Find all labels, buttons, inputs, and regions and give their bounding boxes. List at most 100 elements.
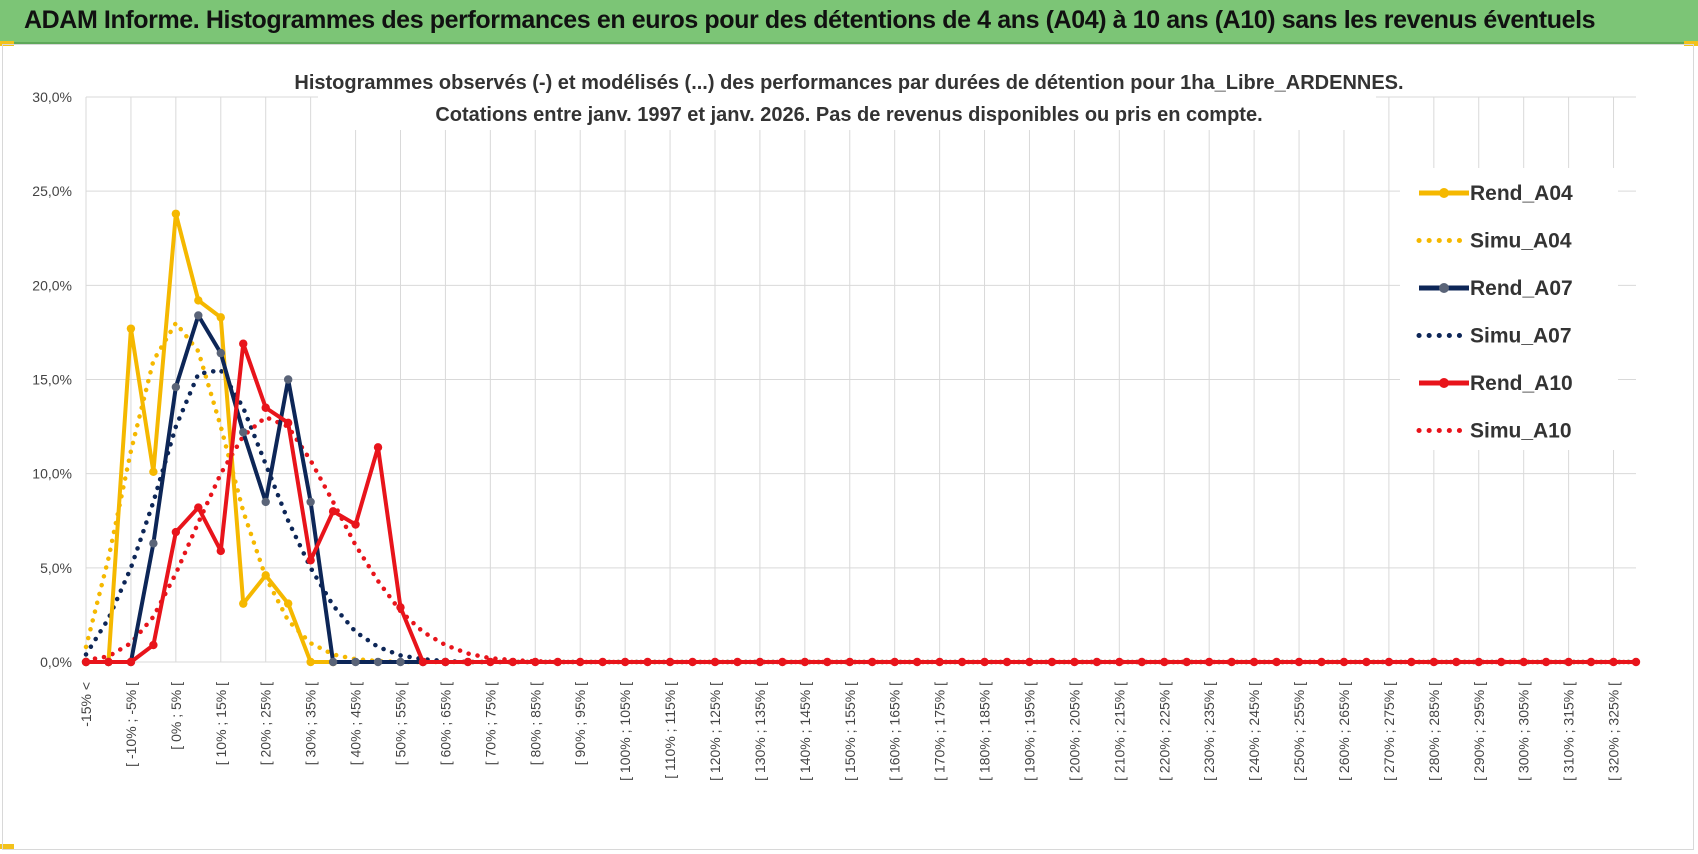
- data-point-rend-a10: [755, 657, 765, 667]
- data-point-rend-a10: [1137, 657, 1146, 667]
- data-point-rend-a10: [890, 657, 899, 667]
- data-point-rend-a10: [1339, 657, 1349, 667]
- data-point-rend-a10: [1025, 657, 1034, 667]
- x-tick-label: [ 140% ; 145% [: [797, 682, 813, 781]
- data-point-rend-a10: [598, 657, 607, 667]
- data-point-rend-a10: [1092, 657, 1102, 667]
- x-tick-label: [ 210% ; 215% [: [1111, 682, 1127, 781]
- data-point-rend-a10: [868, 657, 877, 667]
- data-point-rend-a10: [688, 657, 697, 667]
- x-tick-label: [ 60% ; 65% [: [437, 682, 453, 765]
- x-tick-label: [ 10% ; 15% [: [213, 682, 229, 765]
- x-tick-label: [ 190% ; 195% [: [1021, 682, 1037, 781]
- y-tick-label: 15,0%: [32, 372, 72, 388]
- data-point-rend-a10: [935, 657, 944, 667]
- data-point-rend-a10: [194, 503, 203, 512]
- data-point-rend-a10: [1586, 657, 1596, 667]
- data-point-rend-a07: [396, 657, 405, 667]
- x-tick-label: [ -10% ; -5% [: [123, 682, 139, 767]
- x-tick-label: [ 270% ; 275% [: [1381, 682, 1397, 781]
- data-point-rend-a10: [81, 657, 91, 667]
- data-point-rend-a10: [126, 657, 136, 667]
- data-point-rend-a04: [261, 571, 270, 580]
- data-point-rend-a10: [1047, 657, 1057, 667]
- data-point-rend-a10: [328, 507, 338, 516]
- x-tick-label: [ 230% ; 235% [: [1201, 682, 1217, 781]
- x-tick-label: [ 0% ; 5% [: [168, 682, 184, 750]
- x-tick-label: [ 130% ; 135% [: [752, 682, 768, 781]
- data-point-rend-a10: [508, 657, 518, 667]
- x-tick-label: [ 100% ; 105% [: [617, 682, 633, 781]
- x-tick-label: [ 300% ; 305% [: [1516, 682, 1532, 781]
- data-point-rend-a10: [1564, 657, 1573, 667]
- legend-marker-rend-a10: [1439, 378, 1449, 388]
- data-point-rend-a10: [1362, 657, 1371, 667]
- chart-title-line2: Cotations entre janv. 1997 et janv. 2026…: [435, 104, 1262, 126]
- y-tick-label: 10,0%: [32, 466, 72, 482]
- data-point-rend-a10: [1609, 657, 1618, 667]
- data-point-rend-a04: [149, 467, 158, 476]
- data-point-rend-a10: [1070, 657, 1079, 667]
- data-point-rend-a10: [149, 640, 158, 650]
- data-point-rend-a10: [553, 657, 562, 667]
- data-point-rend-a10: [845, 657, 854, 667]
- x-tick-label: [ 70% ; 75% [: [482, 682, 498, 765]
- x-tick-label: [ 40% ; 45% [: [348, 682, 364, 765]
- data-point-rend-a04: [216, 313, 225, 322]
- corner-mark-top-left: [0, 41, 14, 46]
- y-tick-label: 5,0%: [40, 560, 72, 576]
- data-point-rend-a10: [620, 657, 630, 667]
- data-point-rend-a10: [1541, 657, 1551, 667]
- data-point-rend-a10: [980, 657, 989, 667]
- data-point-rend-a07: [194, 311, 203, 320]
- data-point-rend-a10: [216, 546, 225, 556]
- x-tick-label: [ 160% ; 165% [: [887, 682, 903, 781]
- x-tick-label: [ 50% ; 55% [: [392, 682, 408, 765]
- x-tick-label: [ 170% ; 175% [: [932, 682, 948, 781]
- data-point-rend-a10: [1160, 657, 1169, 667]
- data-point-rend-a07: [306, 497, 315, 507]
- data-point-rend-a10: [1384, 657, 1394, 667]
- x-tick-label: [ 90% ; 95% [: [572, 682, 588, 765]
- data-point-rend-a10: [463, 657, 473, 667]
- data-point-rend-a10: [306, 556, 315, 565]
- data-point-rend-a10: [733, 657, 742, 667]
- legend-label-simu-a04: Simu_A04: [1470, 230, 1572, 253]
- data-point-rend-a10: [1474, 657, 1483, 667]
- legend-marker-rend-a04: [1439, 188, 1449, 198]
- corner-mark-bottom-left: [0, 844, 14, 849]
- data-point-rend-a10: [1294, 657, 1304, 667]
- data-point-rend-a07: [351, 657, 360, 667]
- y-tick-label: 25,0%: [32, 183, 72, 199]
- y-tick-label: 30,0%: [32, 89, 72, 105]
- data-point-rend-a07: [373, 657, 383, 667]
- legend-label-simu-a10: Simu_A10: [1470, 420, 1572, 443]
- data-point-rend-a07: [149, 539, 158, 548]
- data-point-rend-a10: [1519, 657, 1528, 667]
- data-point-rend-a10: [778, 657, 787, 667]
- data-point-rend-a10: [351, 520, 360, 529]
- data-point-rend-a07: [261, 497, 270, 507]
- data-point-rend-a10: [643, 657, 652, 667]
- x-tick-label: [ 30% ; 35% [: [303, 682, 319, 765]
- x-tick-label: [ 20% ; 25% [: [258, 682, 274, 765]
- x-tick-label: [ 200% ; 205% [: [1066, 682, 1082, 781]
- data-point-rend-a10: [710, 657, 720, 667]
- data-point-rend-a10: [418, 657, 428, 667]
- x-tick-label: -15% <: [78, 682, 94, 727]
- x-tick-label: [ 310% ; 315% [: [1561, 682, 1577, 781]
- corner-mark-top-right: [1684, 41, 1698, 46]
- x-tick-label: [ 320% ; 325% [: [1606, 682, 1622, 781]
- page-title: ADAM Informe. Histogrammes des performan…: [24, 6, 1596, 34]
- x-tick-label: [ 280% ; 285% [: [1426, 682, 1442, 781]
- legend-backdrop: [1400, 168, 1618, 450]
- data-point-rend-a10: [1407, 657, 1416, 667]
- data-point-rend-a04: [194, 296, 203, 305]
- x-tick-label: [ 120% ; 125% [: [707, 682, 723, 781]
- y-tick-label: 20,0%: [32, 277, 72, 293]
- data-point-rend-a10: [1429, 657, 1439, 667]
- data-point-rend-a07: [216, 348, 225, 358]
- data-point-rend-a10: [1204, 657, 1214, 667]
- data-point-rend-a10: [171, 527, 181, 537]
- legend-label-simu-a07: Simu_A07: [1470, 325, 1572, 348]
